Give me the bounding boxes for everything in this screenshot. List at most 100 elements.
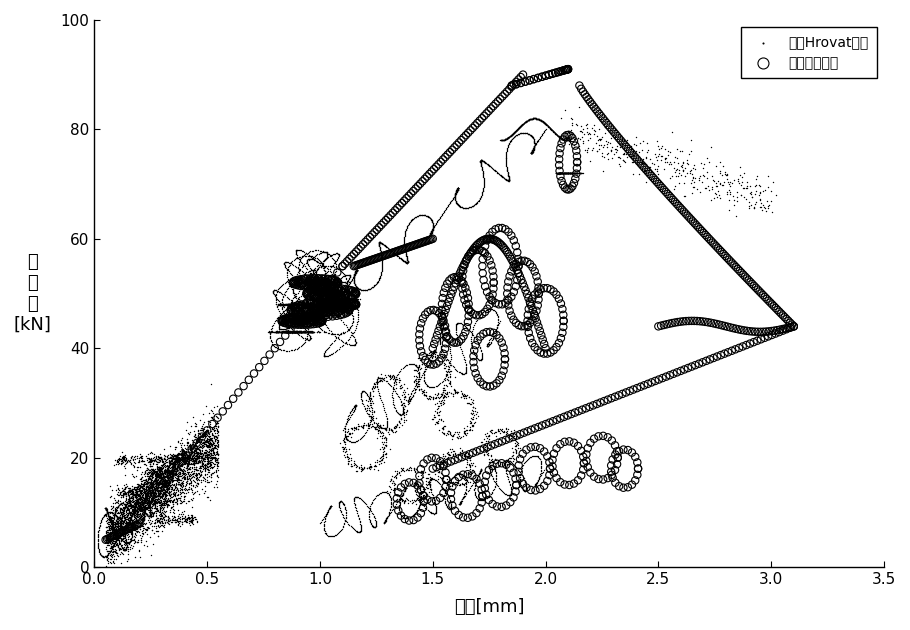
- 限界Hrovat控制: [197, 438, 212, 449]
- 限界Hrovat控制: [410, 379, 425, 389]
- 限界Hrovat控制: [423, 352, 438, 362]
- 限界Hrovat控制: [206, 442, 220, 452]
- 限界Hrovat控制: [299, 276, 314, 286]
- 主动最优控制: [338, 300, 352, 310]
- 限界Hrovat控制: [360, 425, 375, 435]
- 限界Hrovat控制: [313, 299, 328, 309]
- 限界Hrovat控制: [157, 476, 172, 486]
- 主动最优控制: [195, 432, 209, 442]
- 限界Hrovat控制: [129, 495, 144, 505]
- 限界Hrovat控制: [391, 372, 406, 382]
- 主动最优控制: [319, 290, 334, 301]
- 限界Hrovat控制: [182, 444, 197, 454]
- 限界Hrovat控制: [273, 299, 288, 309]
- 限界Hrovat控制: [354, 462, 369, 472]
- 限界Hrovat控制: [299, 267, 314, 277]
- 限界Hrovat控制: [297, 300, 311, 310]
- 限界Hrovat控制: [321, 294, 336, 304]
- 主动最优控制: [342, 305, 357, 315]
- 限界Hrovat控制: [381, 510, 396, 520]
- 限界Hrovat控制: [329, 294, 344, 304]
- 主动最优控制: [498, 354, 512, 364]
- 限界Hrovat控制: [116, 490, 130, 500]
- 限界Hrovat控制: [100, 508, 115, 518]
- 限界Hrovat控制: [278, 257, 292, 267]
- 限界Hrovat控制: [185, 444, 199, 454]
- 限界Hrovat控制: [547, 127, 561, 137]
- 限界Hrovat控制: [145, 508, 159, 518]
- 限界Hrovat控制: [308, 265, 323, 275]
- 限界Hrovat控制: [208, 455, 223, 466]
- 限界Hrovat控制: [182, 496, 197, 506]
- 限界Hrovat控制: [288, 310, 302, 320]
- 主动最优控制: [478, 248, 492, 258]
- 限界Hrovat控制: [474, 155, 489, 165]
- 限界Hrovat控制: [128, 489, 143, 499]
- 主动最优控制: [330, 267, 345, 277]
- 限界Hrovat控制: [301, 300, 316, 310]
- 限界Hrovat控制: [347, 270, 361, 280]
- 限界Hrovat控制: [267, 289, 281, 299]
- 限界Hrovat控制: [176, 455, 190, 466]
- 限界Hrovat控制: [147, 489, 161, 499]
- 限界Hrovat控制: [144, 478, 158, 488]
- 限界Hrovat控制: [436, 473, 450, 483]
- 限界Hrovat控制: [119, 521, 134, 531]
- 限界Hrovat控制: [160, 483, 175, 493]
- 主动最优控制: [701, 318, 715, 328]
- 限界Hrovat控制: [308, 282, 322, 292]
- 限界Hrovat控制: [159, 500, 174, 510]
- 限界Hrovat控制: [153, 484, 167, 495]
- 主动最优控制: [330, 288, 345, 298]
- 限界Hrovat控制: [315, 290, 329, 301]
- 限界Hrovat控制: [269, 326, 284, 336]
- 限界Hrovat控制: [137, 486, 152, 496]
- 限界Hrovat控制: [205, 436, 219, 446]
- 限界Hrovat控制: [187, 464, 201, 474]
- 限界Hrovat控制: [124, 492, 138, 502]
- 限界Hrovat控制: [330, 294, 345, 304]
- 限界Hrovat控制: [198, 426, 213, 436]
- 限界Hrovat控制: [285, 327, 299, 337]
- 限界Hrovat控制: [342, 294, 357, 304]
- 限界Hrovat控制: [113, 499, 127, 509]
- 限界Hrovat控制: [177, 455, 192, 465]
- 限界Hrovat控制: [339, 294, 353, 304]
- 限界Hrovat控制: [157, 471, 172, 481]
- 限界Hrovat控制: [339, 326, 354, 336]
- 限界Hrovat控制: [181, 464, 196, 474]
- 限界Hrovat控制: [552, 132, 567, 142]
- 限界Hrovat控制: [137, 467, 152, 478]
- 限界Hrovat控制: [308, 278, 322, 288]
- 限界Hrovat控制: [438, 485, 452, 495]
- 限界Hrovat控制: [268, 327, 283, 337]
- 主动最优控制: [766, 301, 781, 311]
- 限界Hrovat控制: [361, 409, 376, 419]
- 限界Hrovat控制: [439, 371, 453, 381]
- 限界Hrovat控制: [200, 456, 215, 466]
- 限界Hrovat控制: [283, 258, 298, 268]
- 限界Hrovat控制: [285, 311, 299, 321]
- 限界Hrovat控制: [421, 212, 436, 222]
- 限界Hrovat控制: [161, 466, 176, 476]
- 限界Hrovat控制: [449, 195, 463, 205]
- 限界Hrovat控制: [106, 519, 120, 529]
- 限界Hrovat控制: [144, 490, 158, 500]
- 限界Hrovat控制: [136, 506, 151, 516]
- 限界Hrovat控制: [325, 277, 339, 287]
- 限界Hrovat控制: [443, 348, 458, 358]
- 限界Hrovat控制: [389, 479, 403, 489]
- 限界Hrovat控制: [290, 327, 305, 337]
- 限界Hrovat控制: [544, 125, 559, 135]
- 限界Hrovat控制: [309, 299, 324, 309]
- 主动最优控制: [338, 259, 352, 269]
- 限界Hrovat控制: [127, 500, 142, 510]
- 主动最优控制: [290, 319, 305, 329]
- 限界Hrovat控制: [639, 147, 653, 158]
- 限界Hrovat控制: [176, 507, 190, 517]
- 限界Hrovat控制: [267, 285, 281, 295]
- 限界Hrovat控制: [106, 547, 121, 557]
- 限界Hrovat控制: [194, 431, 208, 441]
- 限界Hrovat控制: [340, 294, 355, 304]
- 限界Hrovat控制: [287, 326, 301, 336]
